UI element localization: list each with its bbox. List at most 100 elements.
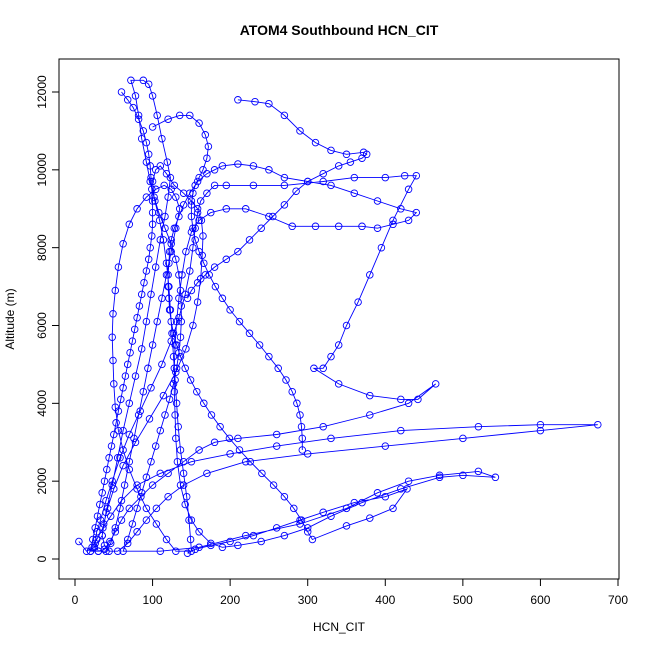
data-point [193,205,202,213]
data-point [127,76,135,85]
data-point [172,317,181,326]
data-point [172,368,180,376]
data-point [397,426,405,435]
data-point [381,442,390,450]
data-point [117,395,125,404]
data-point [288,222,296,231]
data-point [133,528,141,536]
series-line [187,99,368,299]
data-point [222,181,231,190]
data-point [151,263,160,271]
data-point [269,481,278,489]
data-point [311,222,320,231]
data-point [113,547,122,555]
data-point [169,329,178,338]
data-point [165,395,174,404]
data-point [125,504,134,513]
data-point [327,181,335,190]
data-point [94,547,103,555]
data-point [226,537,234,546]
data-point [170,387,179,396]
data-point [136,407,144,415]
data-point [200,399,208,408]
data-point [108,477,116,485]
data-point [207,208,215,217]
x-tick-label: 700 [608,593,628,607]
data-point [175,294,183,303]
x-tick-label: 500 [453,593,473,607]
data-point [164,282,172,291]
data-point [182,345,190,353]
data-point [148,177,157,186]
data-point [128,337,137,345]
data-point [196,197,205,205]
series-line [90,91,154,552]
data-point [102,508,110,517]
data-point [152,504,161,513]
data-point [327,146,335,155]
data-point [125,465,134,474]
data-point [133,481,141,489]
data-point [119,547,127,555]
data-point [123,535,132,544]
data-point [151,185,160,194]
data-point [129,103,137,112]
data-point [183,549,192,557]
data-point [327,434,335,443]
data-point [167,317,175,326]
data-point [296,411,304,419]
data-point [298,434,307,443]
data-point [181,364,189,373]
data-point [117,88,126,96]
data-point [125,430,134,439]
data-point [225,434,234,443]
y-axis-label: Altitude (m) [3,288,17,349]
data-point [145,415,154,423]
data-point [131,92,140,100]
data-point [404,216,413,225]
data-point [373,224,382,232]
data-point [151,442,160,450]
data-point [334,162,343,170]
x-axis-label: HCN_CIT [313,620,366,634]
data-point [98,489,106,497]
data-point [191,181,199,190]
data-point [255,341,264,349]
data-point [144,150,153,159]
data-point [203,189,211,197]
x-tick-label: 100 [143,593,163,607]
data-point [161,224,169,232]
data-point [272,524,281,532]
data-point [159,391,168,400]
data-point [177,302,186,310]
data-point [193,278,202,287]
data-point [134,411,143,419]
data-point [296,520,304,528]
data-point [280,173,289,182]
data-point [179,469,188,478]
data-point [121,372,130,380]
data-point [111,524,120,532]
series-line [78,79,598,554]
data-point [175,205,184,213]
data-point [147,290,155,299]
data-point [199,166,207,174]
data-point [146,162,154,170]
data-point [400,171,409,180]
data-point [119,461,127,470]
data-point [226,450,234,458]
data-point [137,345,146,353]
data-point [160,181,168,190]
data-point [308,535,317,544]
data-point [173,457,182,466]
data-point [265,166,273,174]
data-point [435,473,444,482]
series-4 [86,88,157,555]
data-point [205,271,213,279]
data-point [241,457,250,466]
y-tick-label: 0 [35,555,49,562]
x-tick-label: 200 [220,593,240,607]
data-point [119,446,127,454]
data-point [366,391,374,400]
data-point [89,535,97,544]
